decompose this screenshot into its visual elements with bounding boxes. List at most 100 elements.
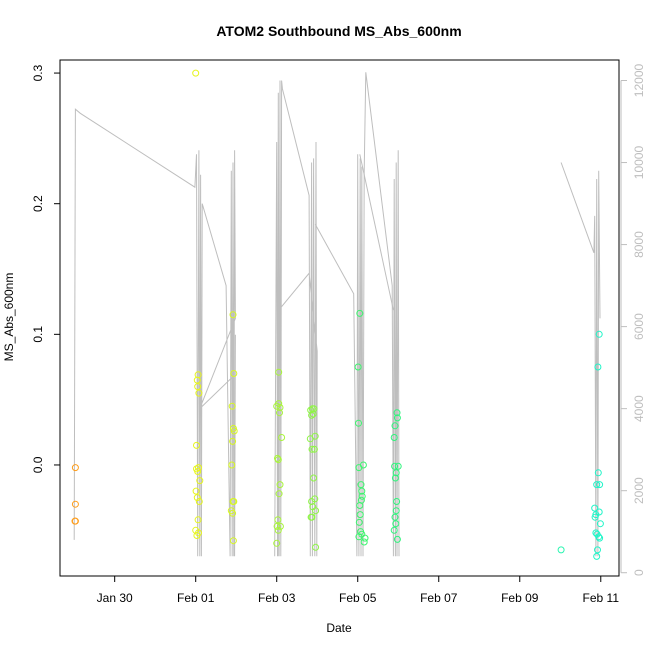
data-point — [276, 409, 283, 417]
track-line-layer — [73, 72, 601, 557]
x-tick-label: Feb 03 — [258, 591, 296, 605]
x-tick-label: Feb 05 — [339, 591, 377, 605]
y-tick-label: 0.1 — [31, 326, 45, 343]
data-point — [392, 520, 400, 528]
data-point — [275, 368, 283, 376]
data-point — [356, 309, 364, 317]
data-point — [360, 538, 368, 546]
y2-tick-label: 8000 — [632, 231, 646, 258]
data-point — [596, 534, 604, 542]
data-point — [194, 371, 202, 379]
data-point — [276, 481, 284, 489]
y2-tick-label: 12000 — [632, 64, 646, 98]
data-point — [275, 490, 283, 498]
y-axis-label: MS_Abs_600nm — [2, 273, 16, 362]
data-point — [392, 469, 400, 477]
data-point — [594, 546, 601, 554]
data-point — [393, 535, 401, 543]
data-point — [355, 464, 363, 472]
y2-tick-label: 10000 — [632, 146, 646, 180]
data-point — [308, 498, 316, 505]
data-point — [194, 516, 202, 524]
data-point — [275, 400, 283, 408]
data-point — [228, 461, 236, 469]
x-tick-label: Jan 30 — [97, 591, 133, 605]
data-point — [193, 494, 201, 502]
data-point — [594, 469, 602, 477]
data-point — [193, 376, 201, 384]
data-point — [354, 363, 362, 371]
data-point — [192, 487, 200, 495]
data-point — [195, 464, 202, 472]
data-point — [276, 404, 284, 411]
scatter-points-layer — [71, 69, 604, 560]
track-line — [274, 80, 318, 557]
x-tick-label: Feb 01 — [177, 591, 215, 605]
y-axis-left: 0.0 0.1 0.2 0.3 — [31, 64, 61, 473]
data-point — [229, 537, 237, 545]
data-point — [356, 502, 364, 509]
data-point — [358, 492, 366, 500]
data-point — [596, 520, 604, 528]
track-line — [73, 108, 236, 557]
data-point — [71, 464, 79, 472]
x-axis-label: Date — [326, 621, 352, 635]
data-point — [195, 529, 202, 537]
data-point — [278, 434, 286, 441]
data-point — [308, 411, 316, 419]
data-point — [274, 454, 281, 462]
data-point — [230, 370, 238, 377]
data-point — [71, 500, 79, 508]
track-line — [314, 72, 400, 557]
data-point — [194, 383, 202, 391]
data-point — [195, 498, 203, 505]
y2-tick-label: 0 — [632, 569, 646, 576]
data-point — [390, 434, 398, 441]
chart-title: ATOM2 Southbound MS_Abs_600nm — [216, 23, 461, 39]
data-point — [591, 504, 599, 512]
x-tick-label: Feb 07 — [420, 591, 458, 605]
x-axis: Jan 30 Feb 01 Feb 03 Feb 05 Feb 07 Feb 09 Feb … — [97, 575, 620, 605]
data-point — [274, 516, 282, 524]
data-point — [391, 474, 399, 482]
y-tick-label: 0.3 — [31, 64, 45, 81]
data-point — [393, 414, 401, 422]
data-point — [273, 522, 281, 530]
data-point — [394, 462, 402, 470]
data-point — [355, 419, 362, 427]
data-point — [393, 498, 401, 505]
data-point — [193, 441, 200, 449]
data-point — [355, 518, 363, 526]
data-point — [357, 481, 365, 489]
data-point — [310, 445, 318, 453]
data-point — [594, 363, 602, 371]
y2-tick-label: 6000 — [632, 313, 646, 340]
y2-tick-label: 4000 — [632, 395, 646, 422]
x-tick-label: Feb 11 — [583, 591, 620, 605]
track-line — [560, 162, 601, 557]
data-point — [591, 513, 599, 521]
data-point — [557, 546, 565, 554]
plot-frame — [59, 59, 620, 577]
data-point — [358, 487, 366, 495]
data-point — [593, 552, 601, 560]
data-point — [192, 69, 200, 77]
y-tick-label: 0.0 — [31, 456, 45, 473]
y-axis-right: 0 2000 4000 6000 8000 10000 12000 — [620, 64, 646, 576]
data-point — [595, 330, 603, 338]
data-point — [593, 481, 601, 489]
data-point — [229, 311, 237, 319]
data-point — [276, 522, 284, 530]
data-point — [393, 409, 401, 417]
data-point — [390, 526, 398, 534]
data-point — [228, 402, 236, 410]
data-point — [596, 481, 604, 489]
x-tick-label: Feb 09 — [501, 591, 539, 605]
data-point — [274, 526, 282, 534]
y2-tick-label: 2000 — [632, 477, 646, 504]
data-point — [361, 534, 369, 542]
data-point — [308, 445, 316, 453]
data-point — [310, 474, 318, 482]
data-point — [595, 533, 603, 541]
